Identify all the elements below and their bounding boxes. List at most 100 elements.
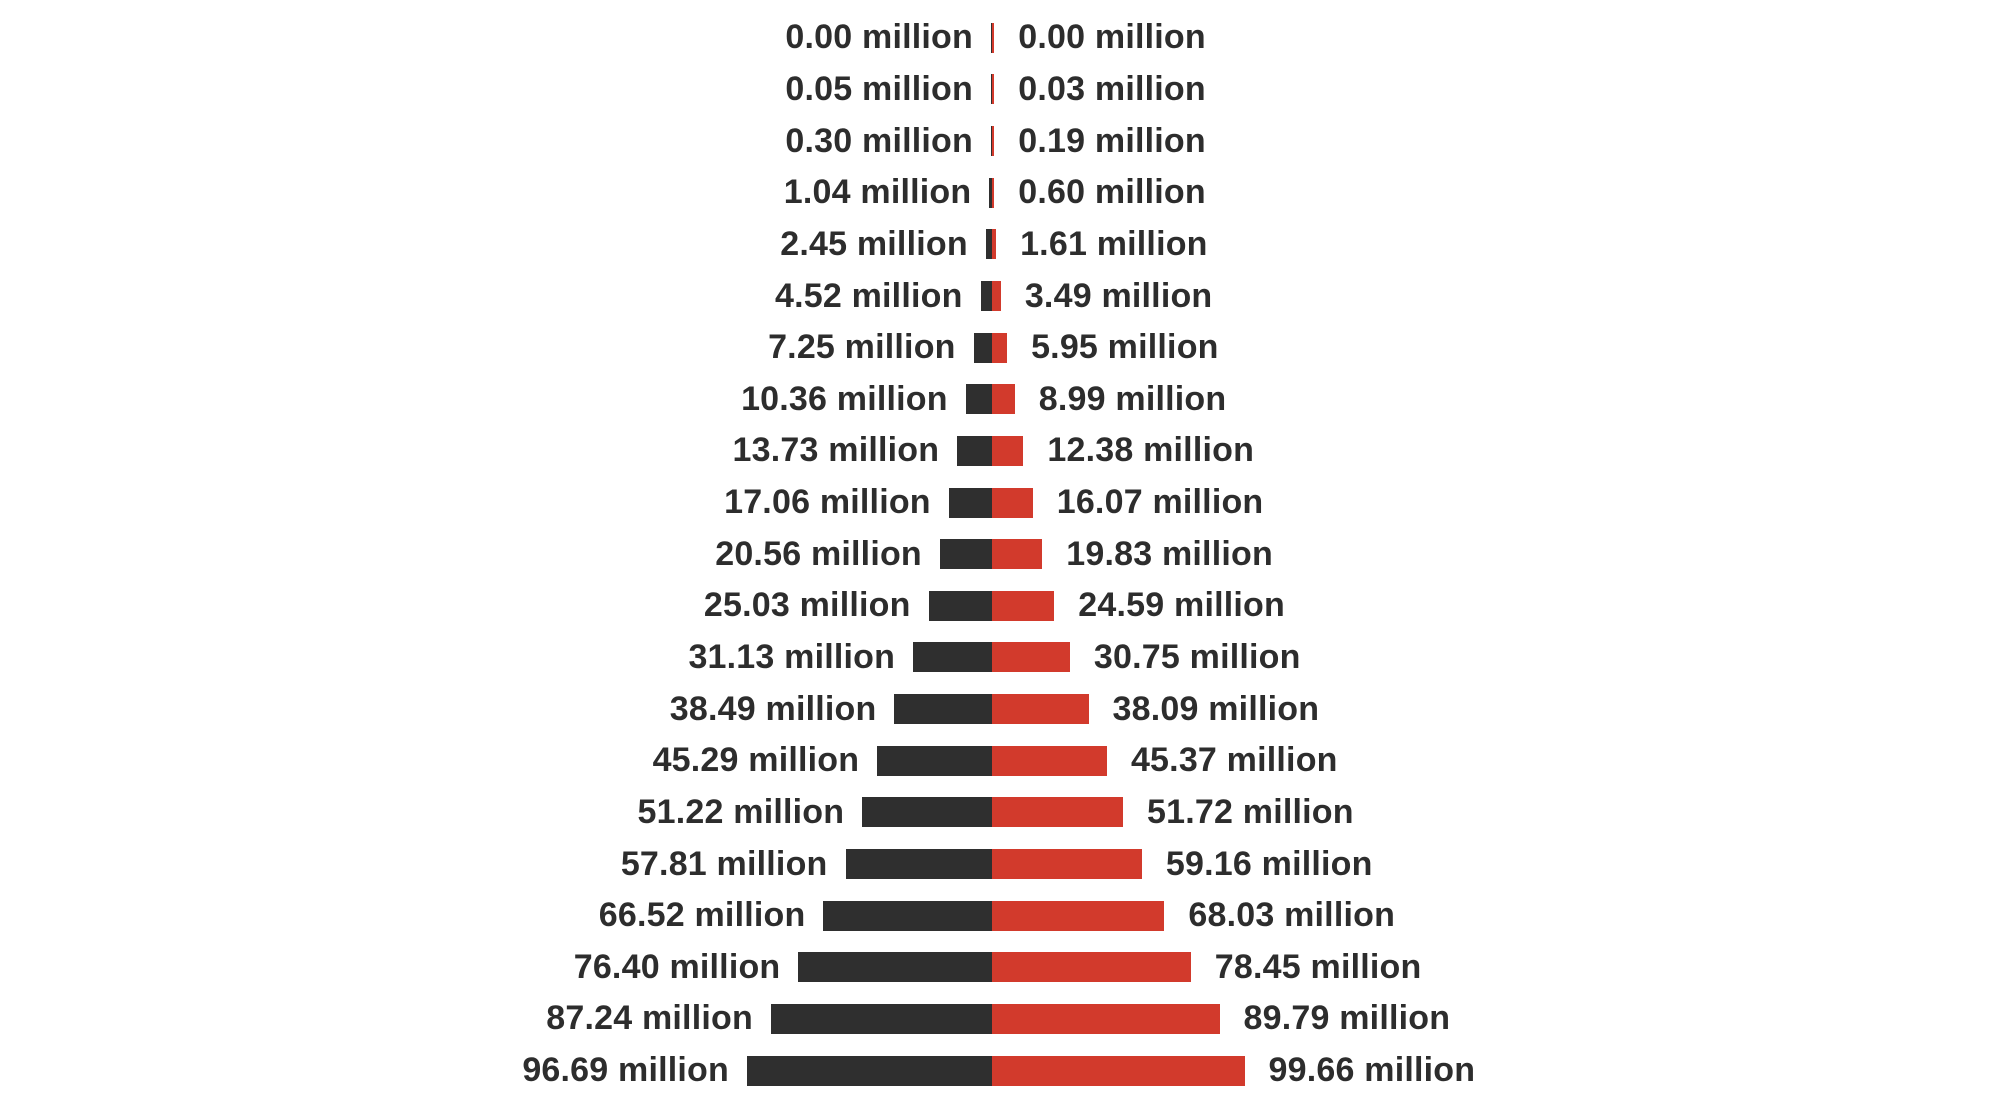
right-bar	[992, 797, 1124, 828]
right-value-label: 38.09 million	[1112, 689, 1320, 728]
right-value-label: 24.59 million	[1078, 586, 1285, 625]
left-bar	[939, 539, 992, 570]
right-bar	[992, 229, 997, 260]
right-value-label: 45.37 million	[1130, 741, 1338, 780]
right-value-label: 0.19 million	[1018, 121, 1206, 160]
left-value-label: 10.36 million	[741, 379, 948, 418]
right-bar	[992, 126, 995, 157]
right-bar	[992, 590, 1055, 621]
right-bar	[992, 177, 995, 208]
left-value-label: 66.52 million	[598, 896, 806, 935]
chart-row: 4.52 million 3.49 million	[0, 270, 2000, 322]
left-value-label: 0.30 million	[785, 121, 973, 160]
left-bar	[973, 332, 992, 363]
chart-row: 38.49 million 38.09 million	[0, 683, 2000, 735]
left-value-label: 13.73 million	[732, 431, 940, 470]
left-value-label: 0.00 million	[785, 18, 973, 57]
chart-row: 7.25 million 5.95 million	[0, 322, 2000, 374]
right-value-label: 30.75 million	[1093, 638, 1301, 676]
chart-row: 1.04 million 0.60 million	[0, 167, 2000, 219]
chart-row: 0.30 million 0.19 million	[0, 115, 2000, 167]
left-bar	[845, 849, 992, 880]
left-bar	[980, 281, 992, 311]
left-bar	[877, 745, 992, 776]
chart-row: 31.13 million 30.75 million	[0, 632, 2000, 684]
left-bar	[965, 384, 992, 415]
left-bar	[991, 74, 992, 105]
left-value-label: 0.05 million	[785, 69, 973, 108]
right-value-label: 59.16 million	[1165, 844, 1373, 883]
right-bar	[992, 1055, 1245, 1086]
chart-row: 87.24 million 89.79 million	[0, 993, 2000, 1045]
right-bar	[992, 849, 1142, 880]
right-bar	[992, 1003, 1220, 1034]
right-bar	[992, 900, 1165, 931]
left-value-label: 57.81 million	[620, 844, 828, 883]
left-value-label: 87.24 million	[546, 999, 753, 1038]
left-bar	[823, 900, 992, 931]
right-value-label: 51.72 million	[1147, 792, 1354, 831]
left-bar	[747, 1055, 992, 1086]
left-bar	[798, 952, 992, 983]
right-bar	[992, 22, 995, 53]
chart-row: 10.36 million 8.99 million	[0, 373, 2000, 425]
left-value-label: 45.29 million	[652, 741, 860, 780]
left-value-label: 51.22 million	[637, 792, 845, 831]
right-value-label: 8.99 million	[1038, 379, 1227, 418]
left-value-label: 31.13 million	[688, 638, 896, 676]
left-bar	[894, 694, 992, 725]
left-value-label: 4.52 million	[774, 276, 963, 315]
chart-row: 76.40 million 78.45 million	[0, 942, 2000, 994]
chart-row: 17.06 million 16.07 million	[0, 477, 2000, 529]
left-bar	[991, 22, 992, 53]
left-bar	[991, 126, 992, 157]
chart-row: 2.45 million 1.61 million	[0, 219, 2000, 271]
left-bar	[989, 177, 992, 208]
left-bar	[985, 229, 992, 260]
left-value-label: 96.69 million	[522, 1051, 729, 1090]
right-bar	[992, 435, 1024, 466]
chart-row: 45.29 million 45.37 million	[0, 735, 2000, 787]
left-bar	[913, 642, 992, 673]
left-bar	[957, 435, 992, 466]
left-bar	[770, 1003, 992, 1034]
left-bar	[948, 487, 992, 518]
left-value-label: 20.56 million	[715, 534, 922, 573]
chart-row: 57.81 million 59.16 million	[0, 838, 2000, 890]
chart-row: 66.52 million 68.03 million	[0, 890, 2000, 942]
right-value-label: 12.38 million	[1047, 431, 1255, 470]
right-bar	[992, 384, 1015, 415]
left-value-label: 2.45 million	[780, 224, 968, 263]
right-bar	[992, 694, 1089, 725]
left-value-label: 76.40 million	[573, 947, 781, 986]
left-bar	[862, 797, 992, 828]
right-bar	[992, 487, 1033, 518]
right-value-label: 89.79 million	[1243, 999, 1451, 1038]
chart-row: 20.56 million 19.83 million	[0, 528, 2000, 580]
left-value-label: 7.25 million	[768, 328, 956, 367]
chart-row: 0.05 million 0.03 million	[0, 64, 2000, 116]
right-bar	[992, 952, 1191, 983]
right-bar	[992, 74, 995, 105]
left-value-label: 1.04 million	[783, 173, 972, 212]
right-bar	[992, 539, 1043, 570]
left-value-label: 25.03 million	[703, 586, 911, 625]
right-value-label: 0.60 million	[1018, 173, 1206, 212]
right-value-label: 99.66 million	[1268, 1051, 1476, 1090]
right-bar	[992, 281, 1001, 311]
right-value-label: 16.07 million	[1056, 483, 1264, 522]
right-value-label: 3.49 million	[1024, 276, 1213, 315]
right-value-label: 5.95 million	[1031, 328, 1219, 367]
right-bar	[992, 642, 1070, 673]
right-value-label: 1.61 million	[1020, 224, 1208, 263]
chart-row: 13.73 million 12.38 million	[0, 425, 2000, 477]
chart-row: 0.00 million 0.00 million	[0, 12, 2000, 64]
right-value-label: 0.00 million	[1018, 18, 1206, 57]
right-value-label: 0.03 million	[1018, 69, 1206, 108]
chart-row: 96.69 million 99.66 million	[0, 1045, 2000, 1097]
chart-row: 51.22 million 51.72 million	[0, 787, 2000, 839]
right-value-label: 19.83 million	[1066, 534, 1273, 573]
left-value-label: 17.06 million	[724, 483, 931, 522]
chart-row: 25.03 million 24.59 million	[0, 580, 2000, 632]
